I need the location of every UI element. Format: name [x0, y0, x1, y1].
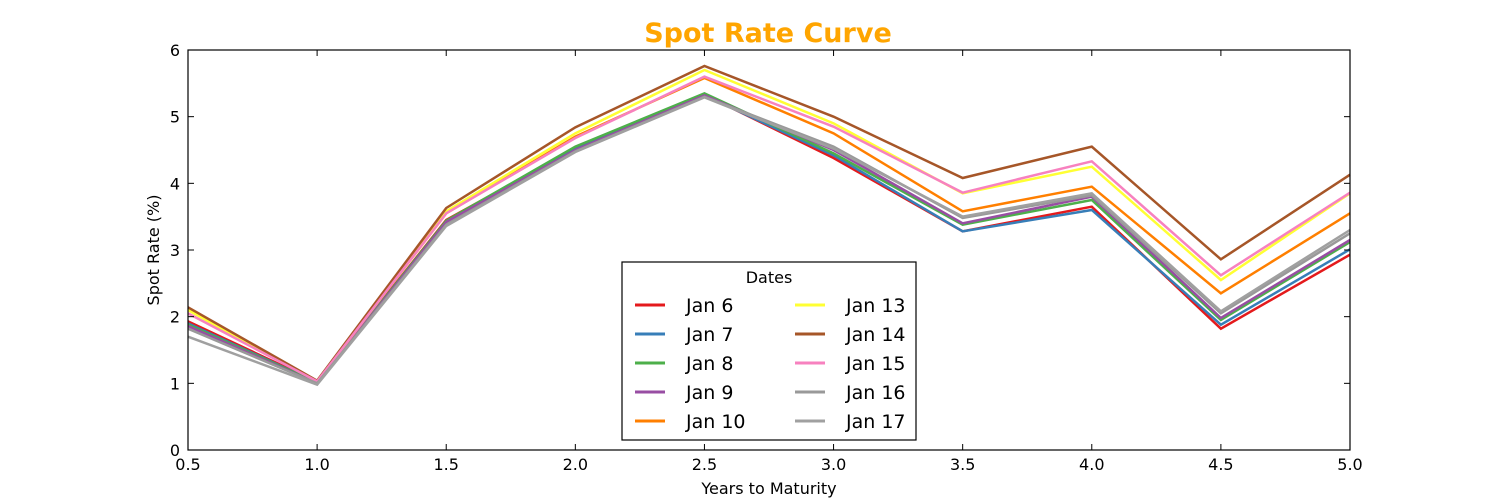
- y-tick-label: 0: [170, 441, 180, 460]
- y-tick-label: 1: [170, 374, 180, 393]
- x-tick-label: 4.0: [1079, 455, 1104, 474]
- x-tick-label: 3.5: [950, 455, 975, 474]
- legend-box: [621, 261, 917, 441]
- legend-label: Jan 10: [685, 411, 746, 433]
- y-axis: 0 1 2 3 4 5 6: [170, 41, 1350, 460]
- legend-label: Jan 7: [685, 324, 733, 346]
- legend-label: Jan 6: [685, 295, 733, 317]
- x-tick-label: 4.5: [1208, 455, 1233, 474]
- x-axis-title: Years to Maturity: [700, 479, 836, 498]
- legend-label: Jan 15: [845, 353, 906, 375]
- y-axis-title: Spot Rate (%): [144, 195, 163, 306]
- legend-title: Dates: [746, 268, 793, 287]
- x-axis: 0.5 1.0 1.5 2.0 2.5 3.0 3.5 4.0 4.5 5.0: [175, 50, 1363, 474]
- series-line-7: [187, 64, 1351, 383]
- legend-label: Jan 14: [845, 324, 906, 346]
- legend-label: Jan 13: [845, 295, 906, 317]
- x-tick-label: 0.5: [175, 455, 200, 474]
- y-tick-label: 5: [170, 108, 180, 127]
- x-tick-label: 1.5: [433, 455, 458, 474]
- series-layer: [187, 64, 1351, 387]
- series-line-10: [187, 95, 1351, 387]
- y-tick-label: 4: [170, 174, 180, 193]
- legend-label: Jan 17: [845, 411, 906, 433]
- y-tick-label: 6: [170, 41, 180, 60]
- x-tick-label: 2.5: [692, 455, 717, 474]
- chart-title: Spot Rate Curve: [644, 18, 892, 49]
- y-tick-label: 2: [170, 308, 180, 327]
- x-tick-label: 2.0: [563, 455, 588, 474]
- x-tick-label: 3.0: [821, 455, 846, 474]
- x-tick-label: 1.0: [304, 455, 329, 474]
- series-line-8: [187, 75, 1351, 383]
- legend-label: Jan 16: [845, 382, 906, 404]
- y-tick-label: 3: [170, 241, 180, 260]
- legend-label: Jan 9: [685, 382, 733, 404]
- legend-label: Jan 8: [685, 353, 733, 375]
- legend-items: Jan 6 Jan 7 Jan 8 Jan 9 Jan 10 Jan 13 Jan 14 Ja…: [635, 295, 906, 433]
- x-tick-label: 5.0: [1337, 455, 1362, 474]
